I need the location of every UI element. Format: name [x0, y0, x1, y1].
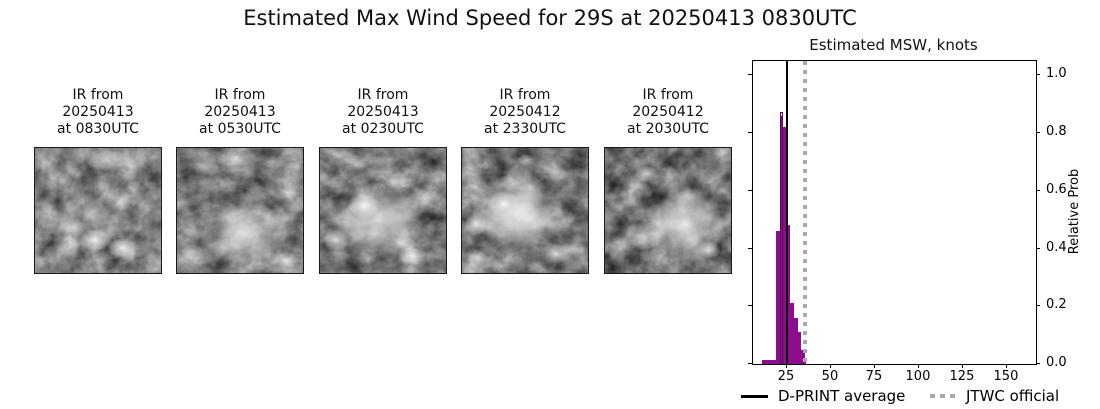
x-tick-label: 75 [865, 369, 883, 384]
y-tick-mark [748, 247, 752, 249]
y-tick-mark [748, 132, 752, 134]
jtwc-legend-label: JTWC official [966, 387, 1060, 405]
ir-label-line: at 2030UTC [627, 121, 709, 137]
dprint-line-sample [741, 394, 768, 398]
y-tick-mark [748, 305, 752, 307]
histogram-bar [783, 127, 787, 364]
ir-panel-3: IR from 20250413 at 0230UTC [319, 87, 447, 274]
y-tick-mark [1036, 132, 1040, 134]
y-tick-mark [1036, 363, 1040, 364]
jtwc-dotted-sample [930, 394, 956, 398]
ir-label-line: 20250412 [632, 104, 704, 120]
x-tick-label: 100 [905, 369, 931, 384]
histogram-title: Estimated MSW, knots [809, 36, 978, 54]
ir-label-line: at 0230UTC [342, 121, 424, 137]
ir-label-line: at 0830UTC [57, 121, 139, 137]
y-tick-mark [1036, 189, 1040, 191]
ir-panel-1: IR from 20250413 at 0830UTC [34, 87, 162, 274]
ir-panel-label: IR from 20250413 at 0230UTC [319, 87, 447, 138]
y-tick-mark [1036, 74, 1040, 76]
x-tick-mark [917, 364, 919, 368]
y-tick-label: 1.0 [1046, 66, 1067, 82]
histogram-bar [790, 303, 794, 364]
ir-label-line: at 0530UTC [199, 121, 281, 137]
histogram-bar [794, 317, 798, 364]
ir-label-line: 20250413 [62, 104, 134, 120]
x-tick-label: 25 [777, 369, 795, 384]
y-tick-label: 0.0 [1046, 355, 1067, 370]
x-tick-label: 125 [949, 369, 975, 384]
dprint-average-line [785, 61, 788, 364]
ir-panel-label: IR from 20250413 at 0530UTC [176, 87, 304, 138]
ir-satellite-image [604, 147, 732, 274]
histogram-bar [779, 115, 784, 364]
ir-panel-label: IR from 20250413 at 0830UTC [34, 87, 162, 138]
histogram-axes [752, 60, 1037, 365]
histogram-bar [797, 332, 802, 364]
jtwc-official-line [802, 61, 807, 364]
legend-item-jtwc: JTWC official [930, 386, 1059, 406]
histogram-bar [776, 231, 780, 364]
y-axis-label-text: Relative Prob [1067, 168, 1083, 255]
ir-satellite-image [319, 147, 447, 274]
x-tick-label: 150 [993, 369, 1019, 384]
histogram-bar [786, 225, 791, 364]
x-tick-mark [961, 364, 963, 368]
figure-title: Estimated Max Wind Speed for 29S at 2025… [243, 6, 857, 30]
ir-panel-2: IR from 20250413 at 0530UTC [176, 87, 304, 274]
y-tick-mark [748, 74, 752, 76]
ir-satellite-image [176, 147, 304, 274]
y-tick-mark [1036, 247, 1040, 249]
ir-panel-4: IR from 20250412 at 2330UTC [461, 87, 589, 274]
y-tick-label: 0.2 [1046, 297, 1067, 313]
ir-label-line: 20250412 [489, 104, 561, 120]
ir-panel-label: IR from 20250412 at 2030UTC [604, 87, 732, 138]
ir-label-line: IR from [72, 87, 124, 103]
y-axis-label: Relative Prob [1066, 60, 1084, 363]
chart-legend: D-PRINT average JTWC official [741, 386, 1086, 406]
y-tick-label: 0.8 [1046, 124, 1067, 140]
ir-satellite-image [34, 147, 162, 274]
x-tick-mark [829, 364, 831, 368]
ir-label-line: 20250413 [347, 104, 419, 120]
histogram-outline-bar [779, 111, 784, 364]
histogram-bar [762, 359, 777, 364]
y-tick-mark [748, 363, 752, 364]
x-tick-mark [873, 364, 875, 368]
y-tick-label: 0.6 [1046, 181, 1067, 197]
ir-panel-label: IR from 20250412 at 2330UTC [461, 87, 589, 138]
x-tick-mark [785, 364, 787, 368]
ir-label-line: IR from [214, 87, 266, 103]
ir-label-line: at 2330UTC [484, 121, 566, 137]
y-tick-label: 0.4 [1046, 239, 1067, 255]
ir-label-line: 20250413 [204, 104, 276, 120]
ir-label-line: IR from [499, 87, 551, 103]
ir-label-line: IR from [357, 87, 409, 103]
legend-item-dprint: D-PRINT average [741, 386, 905, 406]
y-tick-mark [1036, 305, 1040, 307]
x-tick-label: 50 [821, 369, 839, 384]
ir-satellite-image [461, 147, 589, 274]
dprint-legend-label: D-PRINT average [778, 387, 906, 405]
ir-panel-5: IR from 20250412 at 2030UTC [604, 87, 732, 274]
x-tick-mark [1005, 364, 1007, 368]
y-tick-mark [748, 189, 752, 191]
histogram-plot [753, 61, 1036, 364]
ir-label-line: IR from [642, 87, 694, 103]
